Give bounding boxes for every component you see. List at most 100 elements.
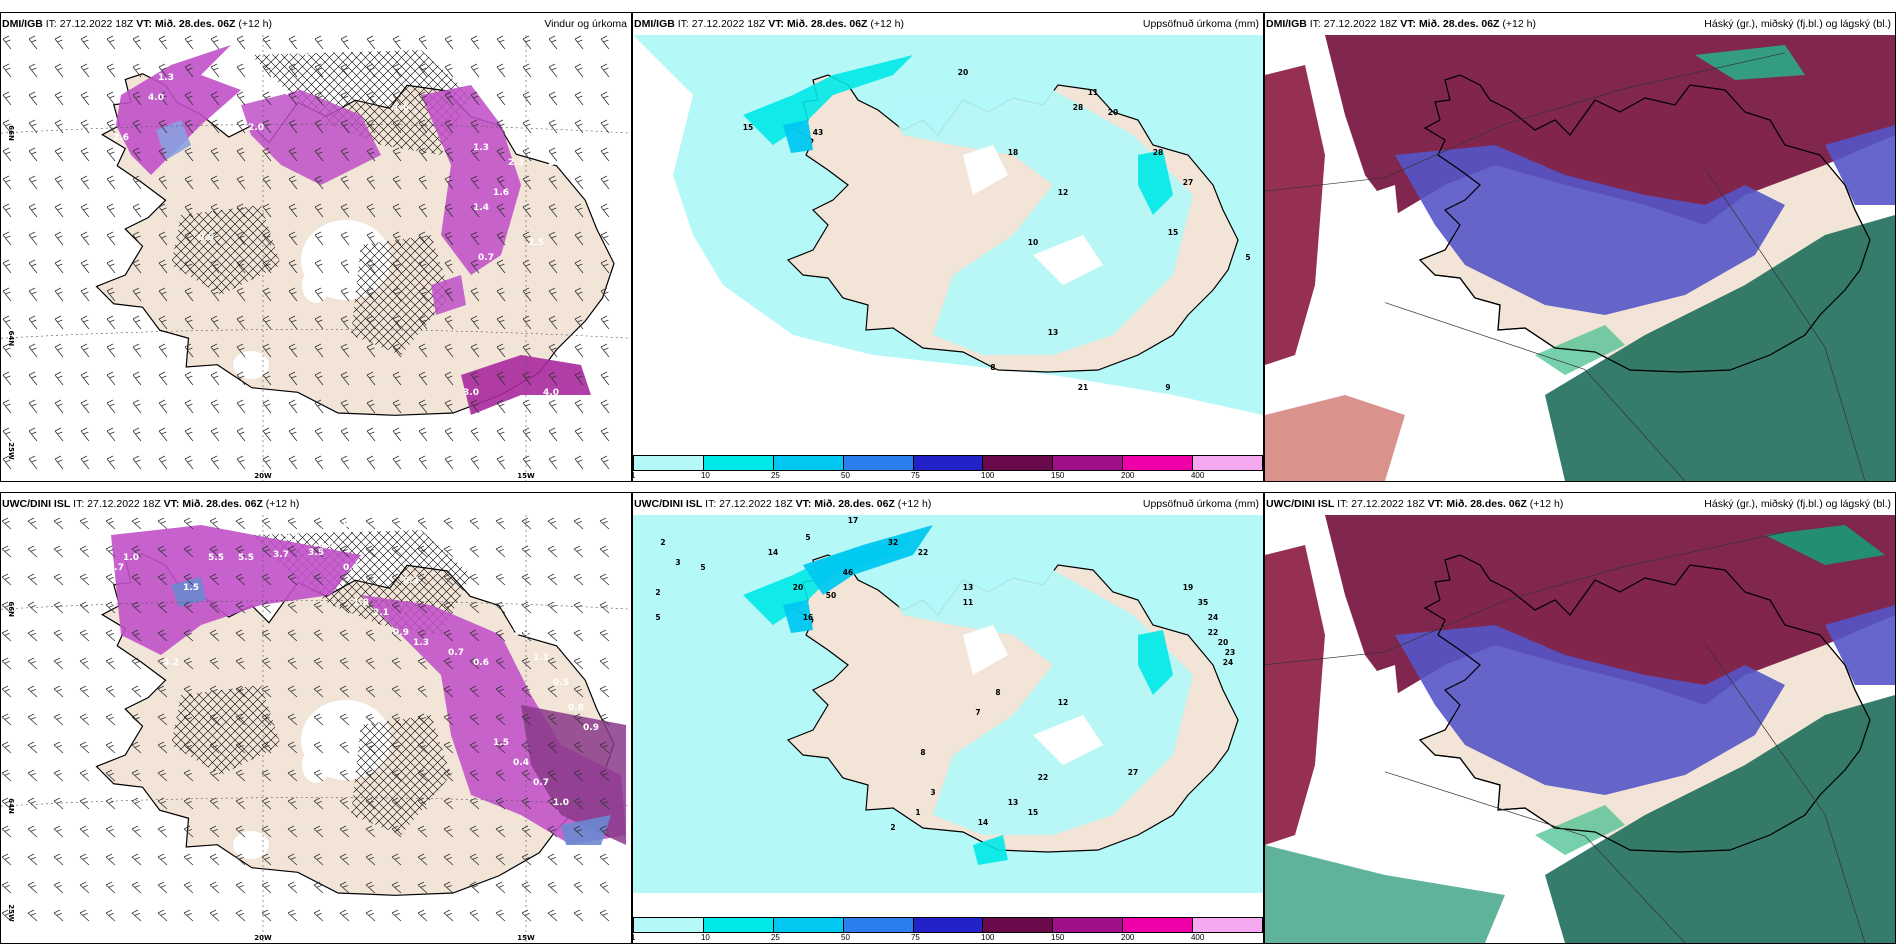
colorbar-swatch: [983, 918, 1054, 932]
precip-value-label: 21: [1078, 383, 1088, 392]
cloud-map: [1265, 515, 1895, 943]
precip-heavy: [783, 600, 813, 633]
lon-label: 15W: [517, 472, 535, 480]
colorbar-swatch: [1053, 918, 1124, 932]
precip-value-label: 2: [890, 823, 895, 832]
wind-precip-label: 1.0: [553, 798, 569, 808]
wind-precip-label: 0.8: [318, 540, 334, 550]
valid-time: Mið. 28.des. 06Z: [786, 18, 868, 30]
precip-value-label: 5: [655, 613, 660, 622]
valid-time-label: VT:: [795, 498, 812, 510]
colorbar-tick-label: 25: [770, 933, 780, 942]
init-time: IT: 27.12.2022 18Z: [677, 18, 766, 30]
wind-precip-label: 1.8: [353, 598, 369, 608]
panel-title: Uppsöfnuð úrkoma (mm): [1142, 498, 1259, 510]
precip-band: [116, 45, 241, 175]
panel-header: UWC/DINI ISL IT: 27.12.2022 18Z VT: Mið.…: [1265, 493, 1895, 515]
precip-value-label: 8: [995, 688, 1000, 697]
low-cloud: [1765, 525, 1885, 565]
colorbar-tick-label: 100: [981, 471, 995, 480]
precip-colorbar: 1 10 25 50 75 100 150 200 400: [633, 455, 1263, 481]
colorbar-tick-label: 400: [1190, 471, 1205, 480]
hatched-area: [351, 235, 451, 355]
colorbar-tick-label: 75: [910, 471, 920, 480]
high-cloud: [1265, 65, 1325, 365]
hatched-area: [351, 715, 451, 835]
wind-precip-label: 0.7: [533, 778, 549, 788]
precip-value-label: 27: [1183, 178, 1193, 187]
colorbar-swatch: [1123, 456, 1194, 470]
precip-value-label: 5: [805, 533, 810, 542]
precip-value-label: 14: [978, 818, 988, 827]
init-time: IT: 27.12.2022 18Z: [45, 18, 134, 30]
wind-precip-label: 2.1: [373, 608, 389, 618]
precip-value-label: 1: [915, 808, 920, 817]
high-cloud: [1265, 395, 1405, 481]
lat-label: 64N: [7, 798, 15, 814]
precip-value-label: 2: [655, 588, 660, 597]
region-boundaries: [1265, 52, 1866, 481]
precip-value-label: 13: [1008, 798, 1018, 807]
colorbar-tick-label: 150: [1051, 471, 1065, 480]
precip-medium: [1138, 150, 1173, 215]
wind-precip-label: 2.0: [248, 123, 264, 133]
lon-label: 20W: [254, 472, 272, 480]
colorbar-tick-label: 400: [1190, 933, 1205, 942]
panel-dmi-wind: DMI/IGB IT: 27.12.2022 18Z VT: Mið. 28.d…: [0, 12, 632, 482]
wind-precip-label: 3.5: [308, 548, 324, 558]
high-cloud: [1325, 35, 1895, 225]
wind-precip-label: 5.5: [238, 553, 254, 563]
wind-precip-label: 4.0: [148, 93, 164, 103]
precip-value-label: 20: [1218, 638, 1228, 647]
no-precip: [963, 625, 1008, 675]
precip-heavy: [803, 525, 933, 595]
precip-light: [883, 90, 1193, 355]
valid-time-label: VT:: [136, 18, 153, 30]
colorbar-swatch: [913, 456, 984, 470]
precip-value-label: 27: [1128, 768, 1138, 777]
colorbar-tick-label: 200: [1121, 471, 1135, 480]
high-cloud: [1265, 545, 1325, 845]
colorbar-tick-label: 150: [1051, 933, 1065, 942]
precip-value-label: 5: [1245, 253, 1250, 262]
precip-value-label: 23: [1225, 648, 1235, 657]
wind-precip-label: 0.3: [403, 576, 419, 586]
valid-time: Mið. 28.des. 06Z: [814, 498, 895, 510]
panel-header: DMI/IGB IT: 27.12.2022 18Z VT: Mið. 28.d…: [1, 13, 631, 35]
source-label: DMI/IGB: [634, 18, 675, 30]
lead-time: (+12 h): [1529, 498, 1564, 510]
wind-precip-label: 3.0: [463, 388, 479, 398]
source-label: DMI/IGB: [1266, 18, 1307, 30]
source-label: DMI/IGB: [2, 18, 43, 30]
precip-value-label: 15: [743, 123, 753, 132]
precip-band: [111, 525, 361, 655]
wind-precip-label: 1.6: [493, 188, 509, 198]
hatched-area: [251, 50, 471, 155]
wind-precip-label: 4.2: [163, 658, 179, 668]
graticule: [1, 515, 631, 943]
valid-time: Mið. 28.des. 06Z: [1446, 498, 1527, 510]
precip-map: 1755322223251420465016131119352422202324…: [633, 515, 1263, 893]
lon-label: 25W: [7, 442, 15, 460]
valid-time-label: VT:: [163, 498, 180, 510]
lat-label: 66N: [7, 601, 15, 617]
precip-value-label: 24: [1223, 658, 1233, 667]
precip-value-label: 11: [1088, 88, 1098, 97]
precip-value-label: 8: [990, 363, 995, 372]
colorbar-tick-label: 50: [841, 471, 850, 480]
medium-cloud: [1825, 605, 1895, 685]
panel-header: DMI/IGB IT: 27.12.2022 18Z VT: Mið. 28.d…: [633, 13, 1263, 35]
lat-label: 66N: [7, 125, 15, 141]
source-label: UWC/DINI ISL: [634, 498, 703, 510]
precip-core: [171, 577, 206, 607]
colorbar-swatch: [1053, 456, 1124, 470]
panel-dmi-precip: DMI/IGB IT: 27.12.2022 18Z VT: Mið. 28.d…: [632, 12, 1264, 482]
precip-medium: [973, 835, 1008, 865]
precip-medium: [1138, 630, 1173, 695]
wind-precip-label: 0.7: [448, 648, 464, 658]
precip-value-label: 20: [958, 68, 968, 77]
hatched-area: [171, 205, 281, 295]
wind-precip-label: 4.0: [543, 388, 559, 398]
precip-value-label: 5: [700, 563, 705, 572]
precip-value-label: 15: [1168, 228, 1178, 237]
